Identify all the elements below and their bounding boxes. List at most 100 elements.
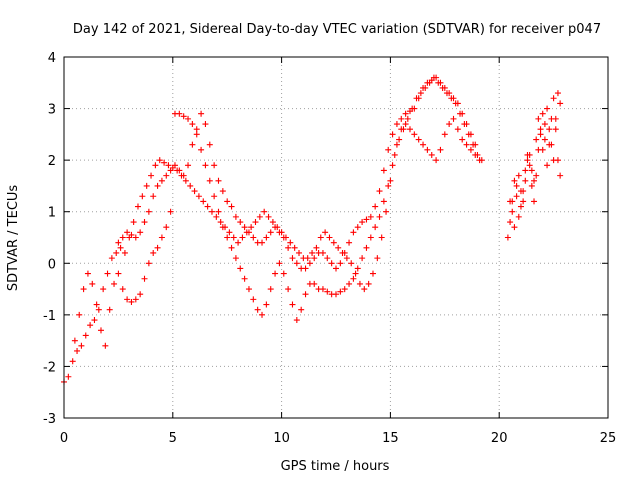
data-point <box>217 219 224 226</box>
data-point <box>548 141 555 148</box>
data-point <box>154 244 161 251</box>
data-point <box>507 219 514 226</box>
x-axis-ticks: 0 5 10 15 20 25 <box>60 57 616 446</box>
data-point <box>128 298 135 305</box>
data-point <box>376 213 383 220</box>
data-point <box>363 244 370 251</box>
data-point <box>348 260 355 267</box>
data-point <box>428 151 435 158</box>
data-point <box>544 105 551 112</box>
data-point <box>145 260 152 267</box>
data-point <box>267 229 274 236</box>
data-point <box>137 291 144 298</box>
data-point <box>526 162 533 169</box>
data-point <box>367 234 374 241</box>
data-point <box>161 159 168 166</box>
data-point <box>324 255 331 262</box>
data-point <box>276 229 283 236</box>
data-point <box>415 95 422 102</box>
data-point <box>148 172 155 179</box>
data-point <box>167 167 174 174</box>
data-point <box>224 234 231 241</box>
y-tick-label: 2 <box>48 154 56 169</box>
data-point <box>387 177 394 184</box>
data-point <box>398 115 405 122</box>
data-point <box>306 260 313 267</box>
data-point <box>265 213 272 220</box>
data-point <box>420 84 427 91</box>
data-point <box>200 198 207 205</box>
data-point <box>391 151 398 158</box>
data-point <box>393 141 400 148</box>
data-point <box>363 216 370 223</box>
data-point <box>557 100 564 107</box>
data-point <box>143 182 150 189</box>
data-point <box>250 234 257 241</box>
data-point <box>74 347 81 354</box>
data-point <box>232 255 239 262</box>
data-point <box>259 311 266 318</box>
data-point <box>296 249 303 256</box>
data-point <box>533 172 540 179</box>
data-point <box>226 229 233 236</box>
data-point <box>552 126 559 133</box>
data-marks <box>61 74 564 385</box>
data-point <box>211 193 218 200</box>
data-point <box>537 126 544 133</box>
data-point <box>100 286 107 293</box>
data-point <box>304 255 311 262</box>
data-point <box>354 224 361 231</box>
data-point <box>311 255 318 262</box>
data-point <box>293 317 300 324</box>
data-point <box>237 219 244 226</box>
data-point <box>219 224 226 231</box>
data-point <box>515 172 522 179</box>
x-tick-label: 15 <box>382 431 399 446</box>
data-point <box>95 306 102 313</box>
data-point <box>433 74 440 81</box>
data-point <box>459 110 466 117</box>
data-point <box>550 157 557 164</box>
data-point <box>513 193 520 200</box>
data-point <box>322 229 329 236</box>
data-point <box>224 198 231 205</box>
x-tick-label: 0 <box>60 431 68 446</box>
y-tick-label: -3 <box>43 412 56 427</box>
data-point <box>454 126 461 133</box>
data-point <box>87 322 94 329</box>
plot-frame <box>63 56 609 419</box>
data-point <box>93 301 100 308</box>
data-point <box>285 286 292 293</box>
data-point <box>428 77 435 84</box>
data-point <box>121 249 128 256</box>
data-point <box>476 157 483 164</box>
data-point <box>248 224 255 231</box>
data-point <box>80 286 87 293</box>
data-point <box>398 126 405 133</box>
data-point <box>84 270 91 277</box>
data-point <box>158 234 165 241</box>
data-point <box>524 157 531 164</box>
data-point <box>228 203 235 210</box>
data-point <box>163 172 170 179</box>
data-point <box>150 249 157 256</box>
data-point <box>115 239 122 246</box>
data-point <box>211 162 218 169</box>
data-point <box>511 177 518 184</box>
data-point <box>241 275 248 282</box>
data-point <box>145 208 152 215</box>
data-point <box>541 121 548 128</box>
data-point <box>313 244 320 251</box>
data-point <box>163 224 170 231</box>
data-point <box>361 286 368 293</box>
data-point <box>139 193 146 200</box>
data-point <box>119 286 126 293</box>
data-point <box>441 131 448 138</box>
data-point <box>552 115 559 122</box>
x-tick-label: 5 <box>169 431 177 446</box>
data-point <box>546 126 553 133</box>
data-point <box>354 265 361 272</box>
x-tick-label: 20 <box>491 431 508 446</box>
data-point <box>380 198 387 205</box>
data-point <box>404 115 411 122</box>
